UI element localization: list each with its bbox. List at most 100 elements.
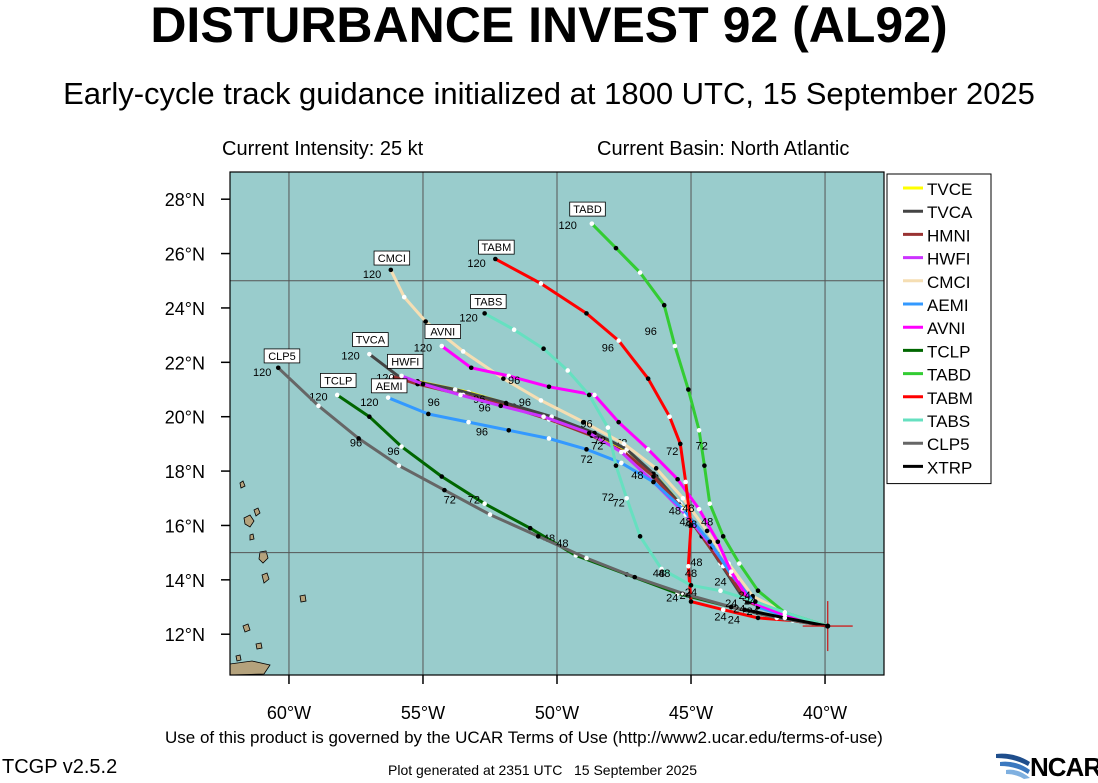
track-point: [316, 403, 321, 409]
track-point: [616, 338, 621, 343]
track-point: [546, 436, 552, 441]
version-label: TCGP v2.5.2: [2, 756, 118, 778]
track-point: [704, 528, 710, 534]
hour-label: 24: [738, 590, 750, 602]
hour-label: 24: [733, 603, 745, 615]
generated-timestamp: Plot generated at 2351 UTC 15 September …: [388, 762, 697, 778]
track-name-box: [373, 250, 411, 266]
hour-label: 24: [685, 587, 697, 599]
y-tick-label: 12°N: [165, 625, 205, 645]
initial-position-marker: [802, 601, 853, 652]
ncar-logo-swoosh-icon: [996, 753, 1030, 779]
hour-label: 96: [580, 419, 592, 431]
track-point: [651, 474, 656, 479]
track-point: [688, 599, 694, 604]
track-name-label: TCLP: [324, 375, 352, 387]
hour-label: 48: [669, 506, 681, 518]
track-point: [645, 376, 651, 381]
track-point: [683, 479, 688, 485]
track-point: [672, 343, 678, 349]
track-point: [487, 512, 493, 517]
initial-marker-dot: [825, 623, 831, 629]
track-hour-label: 120: [559, 220, 577, 232]
track-hour-label: 120: [360, 397, 378, 409]
track-name-box: [320, 372, 357, 388]
page-title: DISTURBANCE INVEST 92 (AL92): [150, 0, 948, 53]
track-point: [680, 506, 686, 512]
track-point: [541, 346, 546, 352]
track-point: [653, 466, 659, 471]
track-point: [493, 256, 498, 262]
track-point: [546, 384, 552, 390]
track-point: [755, 588, 761, 594]
hour-label: 96: [479, 402, 491, 414]
track-point: [506, 427, 512, 433]
track-point: [482, 501, 487, 507]
track-avni: AVNI 120 96: [414, 324, 829, 628]
page-subtitle: Early-cycle track guidance initialized a…: [63, 76, 1035, 111]
track-hour-label: 96: [645, 326, 657, 338]
legend-label: TVCE: [927, 180, 972, 199]
island-shape: [239, 480, 246, 489]
y-tick-label: 26°N: [165, 245, 205, 265]
track-hour-label: 120: [467, 258, 485, 270]
track-point: [334, 392, 340, 398]
track-point: [696, 506, 702, 512]
track-point: [538, 281, 544, 286]
track-xtrp: [742, 607, 828, 628]
y-tick-label: 20°N: [165, 408, 205, 428]
track-point: [399, 373, 404, 379]
track-point: [688, 523, 694, 528]
track-point: [482, 311, 487, 316]
track-name-box: [470, 294, 507, 309]
track-point: [742, 607, 747, 613]
track-point: [707, 501, 713, 507]
hour-label: 24: [728, 614, 740, 626]
terms-of-use: Use of this product is governed by the U…: [165, 728, 883, 747]
track-point: [619, 460, 624, 466]
x-tick-label: 40°W: [803, 703, 847, 723]
track-point: [637, 270, 643, 275]
x-tick-label: 45°W: [669, 703, 713, 723]
hour-label: 24: [680, 590, 692, 602]
track-point: [399, 444, 404, 449]
track-point: [501, 376, 506, 381]
track-point: [439, 474, 445, 479]
legend-label: CLP5: [927, 435, 970, 454]
hour-label: 48: [685, 519, 697, 531]
hour-label: 48: [685, 568, 697, 580]
track-hour-label: 96: [519, 397, 531, 409]
island-shape: [235, 654, 242, 662]
hour-label: 72: [602, 492, 614, 504]
track-point: [565, 368, 571, 373]
track-hour-label: 96: [350, 438, 362, 450]
track-point: [728, 569, 734, 574]
track-hour-label: 96: [508, 375, 520, 387]
track-point: [645, 447, 651, 452]
track-point: [535, 534, 541, 539]
track-point: [613, 245, 619, 251]
y-tick-label: 24°N: [165, 299, 205, 319]
legend-label: AVNI: [927, 319, 965, 338]
track-point: [541, 414, 546, 420]
track-legend: TVCE TVCA HMNI HWFI CMCI AEMI AVNI TCLP TABD TABM…: [886, 173, 992, 485]
track-point: [420, 381, 426, 387]
island-shape: [258, 550, 269, 564]
hour-label: 48: [690, 557, 702, 569]
track-name-box: [263, 348, 301, 364]
ncar-logo: NCAR: [994, 748, 1098, 782]
track-hour-label: 96: [602, 342, 614, 354]
track-name-label: HWFI: [391, 356, 419, 368]
track-point: [680, 495, 686, 501]
track-hour-label: 72: [613, 497, 625, 509]
track-name-box: [352, 332, 389, 348]
hour-label: 48: [631, 470, 643, 482]
track-point: [632, 574, 638, 580]
track-point: [736, 561, 742, 566]
track-hour-label: 48: [653, 568, 665, 580]
track-point: [637, 534, 643, 539]
track-name-label: AVNI: [430, 326, 455, 338]
y-tick-label: 28°N: [165, 190, 205, 210]
track-point: [720, 607, 726, 613]
island-shape: [242, 623, 251, 633]
